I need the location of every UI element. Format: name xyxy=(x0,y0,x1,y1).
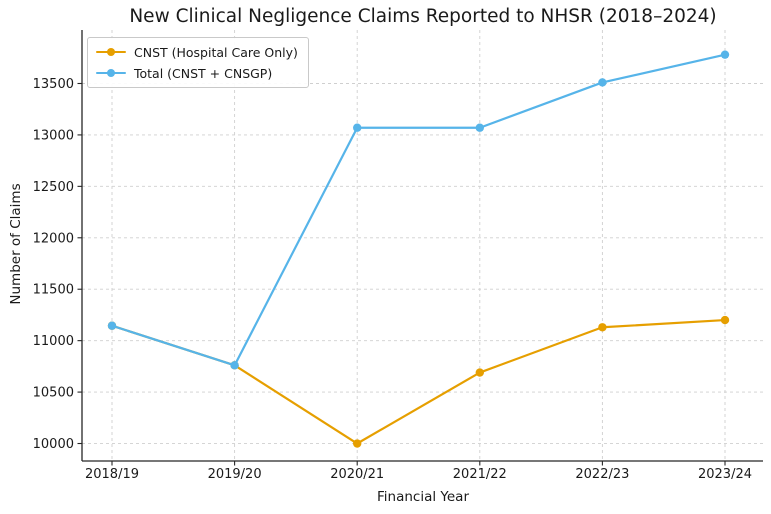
y-tick-label: 11000 xyxy=(33,334,74,349)
data-point-1-3 xyxy=(475,123,484,132)
x-tick-label: 2019/20 xyxy=(208,467,262,482)
x-tick-label: 2021/22 xyxy=(453,467,507,482)
legend-line-marker-icon xyxy=(96,68,126,78)
data-point-0-5 xyxy=(720,315,730,325)
x-tick-label: 2023/24 xyxy=(698,467,752,482)
data-point-1-0 xyxy=(107,321,117,330)
legend-line-marker-icon xyxy=(96,47,126,57)
data-point-1-5 xyxy=(720,50,730,59)
data-point-0-2 xyxy=(353,439,362,448)
y-tick-label: 13000 xyxy=(33,128,74,143)
legend-item-total: Total (CNST + CNSGP) xyxy=(96,64,298,82)
series-line-0 xyxy=(110,318,727,445)
x-tick-label: 2022/23 xyxy=(575,467,629,482)
y-tick-label: 12500 xyxy=(33,180,74,195)
data-point-1-2 xyxy=(353,123,362,132)
data-point-0-4 xyxy=(598,323,607,332)
data-point-1-4 xyxy=(598,78,607,87)
x-tick-label: 2020/21 xyxy=(330,467,384,482)
axis-layer: 2018/19 2019/20 2020/21 2021/22 2022/23 2023/… xyxy=(33,30,763,482)
grid-layer xyxy=(82,30,763,461)
y-axis-label: Number of Claims xyxy=(8,183,24,304)
x-axis-label: Financial Year xyxy=(377,489,469,505)
y-tick-label: 10500 xyxy=(33,386,74,401)
chart-legend: CNST (Hospital Care Only) Total (CNST + … xyxy=(87,37,309,88)
legend-label: Total (CNST + CNSGP) xyxy=(134,65,273,81)
y-tick-label: 10000 xyxy=(33,437,74,452)
y-tick-label: 11500 xyxy=(33,283,74,298)
legend-item-cnst: CNST (Hospital Care Only) xyxy=(96,43,298,61)
y-tick-label: 12000 xyxy=(33,231,74,246)
y-tick-label: 13500 xyxy=(33,77,74,92)
legend-label: CNST (Hospital Care Only) xyxy=(134,44,298,60)
series-layer xyxy=(107,50,730,448)
data-point-1-1 xyxy=(230,361,239,370)
data-point-0-3 xyxy=(475,368,484,377)
x-tick-label: 2018/19 xyxy=(85,467,139,482)
chart-title: New Clinical Negligence Claims Reported … xyxy=(129,6,716,27)
series-line-1 xyxy=(110,53,727,367)
